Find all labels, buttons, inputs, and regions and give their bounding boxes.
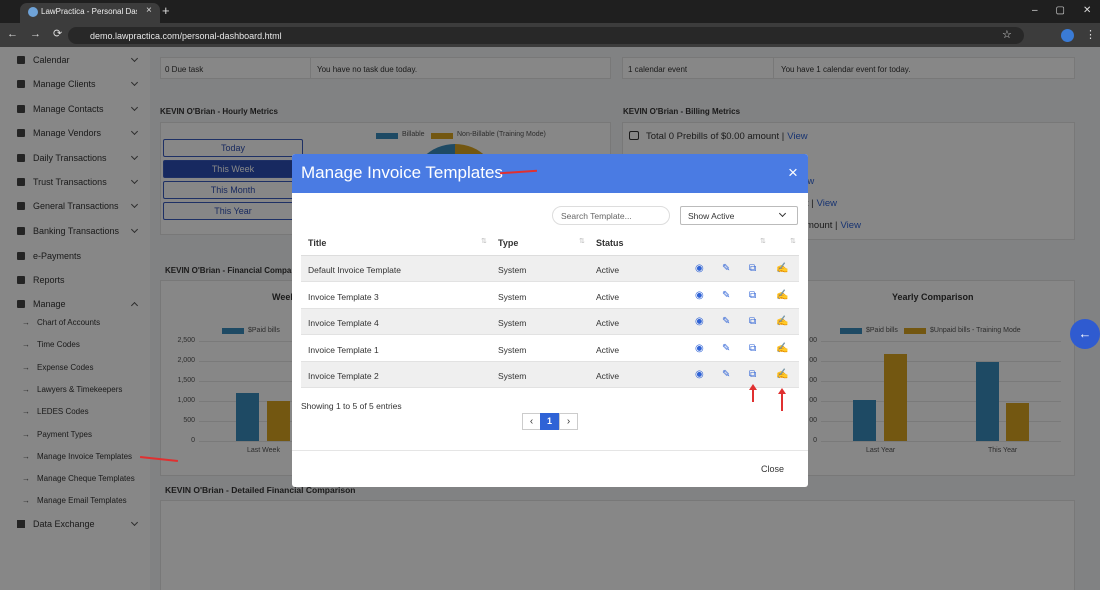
modal-close-x[interactable]: × xyxy=(788,163,798,183)
table-cell: Active xyxy=(596,345,619,355)
search-placeholder: Search Template... xyxy=(561,211,632,221)
column-header[interactable]: Status xyxy=(596,238,624,248)
table-cell: System xyxy=(498,265,526,275)
edit-icon[interactable]: ✎ xyxy=(722,263,730,274)
window-controls[interactable]: –▢✕ xyxy=(1032,5,1100,16)
table-cell: Invoice Template 1 xyxy=(308,345,379,355)
column-header[interactable]: Title xyxy=(308,238,326,248)
copy-icon[interactable]: ⧉ xyxy=(749,343,756,354)
tab-icon xyxy=(28,7,38,17)
view-icon[interactable]: ◉ xyxy=(695,343,704,354)
float-button[interactable]: ← xyxy=(1070,319,1100,349)
edit-icon[interactable]: ✎ xyxy=(722,316,730,327)
table-cell: Invoice Template 4 xyxy=(308,318,379,328)
table-cell: Invoice Template 3 xyxy=(308,292,379,302)
edit-template-icon[interactable]: ✍ xyxy=(776,369,788,380)
sort-icon: ⇅ xyxy=(481,237,487,245)
menu-dots[interactable]: ⋮ xyxy=(1085,28,1096,41)
tab-title[interactable]: LawPractica - Personal Dashbo xyxy=(41,7,137,16)
page-next[interactable]: › xyxy=(559,413,578,430)
edit-icon[interactable]: ✎ xyxy=(722,369,730,380)
page-current[interactable]: 1 xyxy=(540,413,559,430)
nav-buttons[interactable]: ←→⟳ xyxy=(7,27,74,40)
edit-icon[interactable]: ✎ xyxy=(722,343,730,354)
table-cell: System xyxy=(498,371,526,381)
view-icon[interactable]: ◉ xyxy=(695,263,704,274)
sort-icon: ⇅ xyxy=(760,237,766,245)
table-cell: Active xyxy=(596,318,619,328)
table-cell: Invoice Template 2 xyxy=(308,371,379,381)
edit-template-icon[interactable]: ✍ xyxy=(776,343,788,354)
annotation-arrow xyxy=(781,392,783,411)
table-cell: System xyxy=(498,318,526,328)
edit-template-icon[interactable]: ✍ xyxy=(776,316,788,327)
annotation-arrow xyxy=(752,388,754,402)
copy-icon[interactable]: ⧉ xyxy=(749,263,756,274)
edit-icon[interactable]: ✎ xyxy=(722,290,730,301)
sort-icon: ⇅ xyxy=(579,237,585,245)
profile-icon[interactable] xyxy=(1061,29,1074,42)
close-button[interactable]: Close xyxy=(761,464,784,474)
modal: Manage Invoice Templates × Search Templa… xyxy=(292,154,808,487)
copy-icon[interactable]: ⧉ xyxy=(749,290,756,301)
tab-close[interactable]: × xyxy=(146,5,152,16)
arrow-head xyxy=(778,388,786,394)
edit-template-icon[interactable]: ✍ xyxy=(776,263,788,274)
table-summary: Showing 1 to 5 of 5 entries xyxy=(301,401,402,411)
url[interactable]: demo.lawpractica.com/personal-dashboard.… xyxy=(90,31,282,41)
table-cell: Default Invoice Template xyxy=(308,265,401,275)
table-cell: Active xyxy=(596,371,619,381)
new-tab[interactable]: + xyxy=(162,3,170,18)
modal-title: Manage Invoice Templates xyxy=(301,163,503,183)
footer-divider xyxy=(292,450,808,451)
arrow-head xyxy=(749,384,757,390)
table-cell: Active xyxy=(596,292,619,302)
view-icon[interactable]: ◉ xyxy=(695,316,704,327)
table-cell: System xyxy=(498,345,526,355)
bookmark-star[interactable]: ☆ xyxy=(1002,28,1012,41)
column-header[interactable]: Type xyxy=(498,238,518,248)
page-prev[interactable]: ‹ xyxy=(522,413,541,430)
copy-icon[interactable]: ⧉ xyxy=(749,316,756,327)
copy-icon[interactable]: ⧉ xyxy=(749,369,756,380)
table-cell: Active xyxy=(596,265,619,275)
edit-template-icon[interactable]: ✍ xyxy=(776,290,788,301)
sort-icon: ⇅ xyxy=(790,237,796,245)
table-cell: System xyxy=(498,292,526,302)
view-icon[interactable]: ◉ xyxy=(695,290,704,301)
filter-value: Show Active xyxy=(688,211,734,221)
view-icon[interactable]: ◉ xyxy=(695,369,704,380)
